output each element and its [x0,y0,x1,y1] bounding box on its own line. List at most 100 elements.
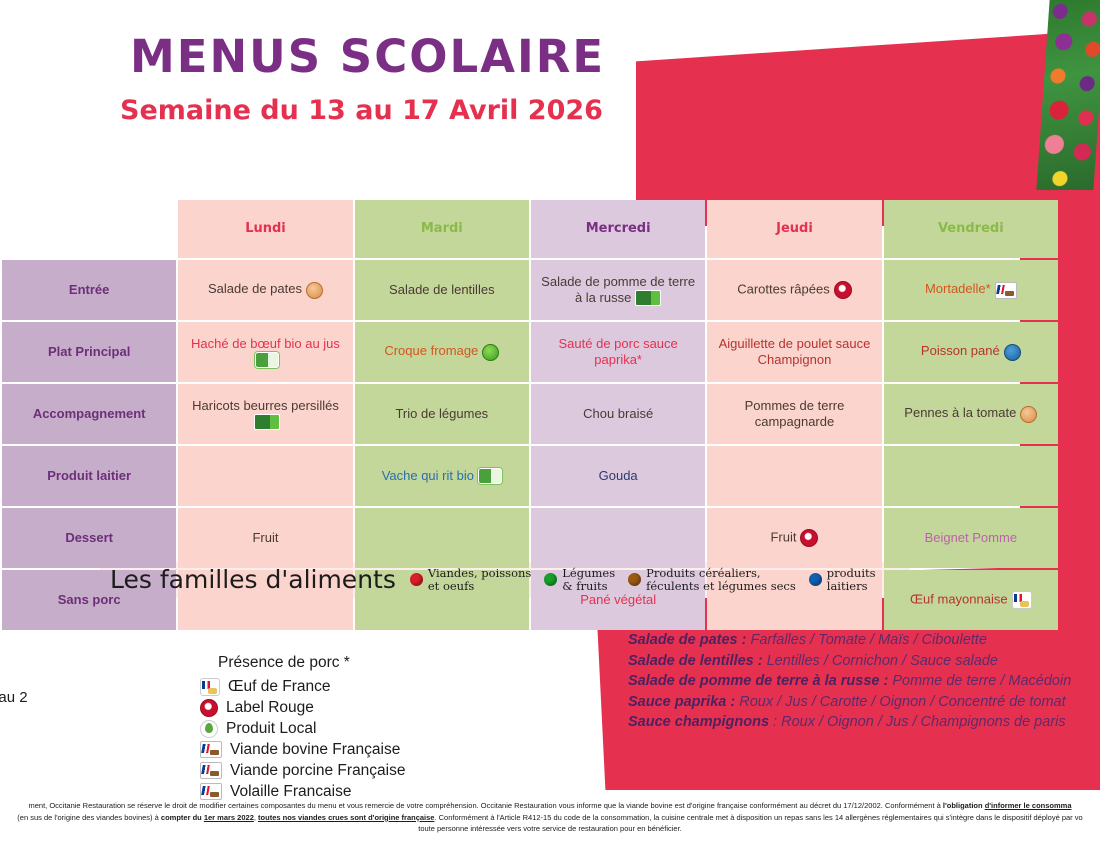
menu-item-label: Aiguillette de poulet sauce Champignon [718,336,871,367]
origin-legend-item: Œuf de France [200,676,406,697]
legend-left-line: onnementale [0,731,28,753]
tulip-photo-decoration [1036,0,1100,190]
recipe-name: Salade de pates : [628,632,747,648]
menu-cell-vendredi-1: Mortadelle* [883,260,1058,320]
table-row: Entrée Salade de pates Salade de lentilles… [2,260,1058,320]
menu-cell-vendredi-6: Œuf mayonnaise [883,570,1058,630]
legend-left-line: ne protégée [0,665,28,687]
menu-item-label: Œuf mayonnaise [910,591,1008,607]
row-header-entr-e: Entrée [2,260,177,320]
menu-cell-lundi-3: Haricots beurres persillés [178,384,353,444]
menu-item-label: Salade de lentilles [389,282,495,298]
menu-cell-mardi-6 [354,570,529,630]
menu-cell-jeudi-5: Fruit [707,508,882,568]
family-color-dot-icon [544,573,558,586]
recipe-ingredients: : Roux / Oignon / Jus / Champignons de p… [769,714,1066,731]
veg-badge-icon [482,343,500,361]
recipe-name: Sauce champignons [628,714,770,731]
menu-cell-jeudi-1: Carottes râpées [707,260,882,320]
menu-item-label: Fruit [770,529,797,545]
egg-france-icon [200,677,220,696]
menu-item-label: Poisson pané [920,343,1000,359]
recipe-ingredients: Lentilles / Cornichon / Sauce salade [762,652,998,669]
recipe-name: Salade de pomme de terre à la russe : [628,673,889,690]
table-corner-cell [2,200,176,258]
origin-legend-label: Produit Local [226,719,317,737]
family-legend-label: Viandes, poissons et oeufs [427,565,532,593]
menu-item-label: Sauté de porc sauce paprika* [558,336,678,367]
menu-cell-lundi-5: Fruit [178,508,353,568]
table-header-row: Lundi Mardi Mercredi Jeudi Vendredi [2,200,1058,258]
footer-line-1: ment, Occitanie Restauration se réserve … [28,801,1072,810]
menu-cell-jeudi-3: Pommes de terre campagnarde [707,384,882,444]
food-families-legend: Les familles d'aliments Viandes, poisson… [110,565,876,594]
family-legend-item: Produits céréaliers, féculents et légume… [628,565,796,593]
bio-eu-badge-icon [635,290,662,307]
column-header-mardi: Mardi [354,200,529,258]
menu-cell-mercredi-3: Chou braisé [530,384,706,444]
cereal-badge-icon [305,281,323,299]
footer-line-2: (en sus de l'origine des viandes bovines… [17,812,1083,822]
menu-cell-mardi-1: Salade de lentilles [354,260,529,320]
menu-item-label: Salade de pomme de terre à la russe [541,273,696,305]
row-header-dessert: Dessert [2,508,177,568]
recipe-name: Sauce paprika : [628,693,736,710]
row-header-sans-porc: Sans porc [2,570,177,630]
column-header-vendredi: Vendredi [883,200,1058,258]
menu-cell-mardi-4: Vache qui rit bio [354,446,529,506]
menu-item-label: Croque fromage [384,343,479,359]
row-header-accompagnement: Accompagnement [2,384,177,444]
origin-legend-item: Viande porcine Française [200,760,406,781]
table-row: Sans porc Pané végétal Œuf mayonnaise [2,570,1058,630]
menu-item-label: Vache qui rit bio [381,467,474,483]
menu-cell-jeudi-4 [707,446,882,506]
family-color-dot-icon [808,573,822,586]
column-header-mercredi: Mercredi [530,200,706,258]
origin-legend-item: Produit Local [200,718,406,739]
menu-item-label: Salade de pates [208,281,302,297]
menu-item-label: Trio de légumes [395,406,489,422]
table-row: Plat Principal Haché de bœuf bio au jus Cr… [2,322,1058,382]
origin-legend-label: Viande porcine Française [230,761,406,779]
family-color-dot-icon [628,573,642,586]
legend-left-line [0,753,28,775]
recipe-name: Salade de lentilles : [628,652,763,669]
menu-cell-mardi-5 [354,508,529,568]
bio-badge-icon [255,352,280,369]
egg-france-icon [1011,591,1032,609]
label-rouge-icon [833,281,852,299]
origin-legend-label: Œuf de France [228,677,331,695]
menu-cell-lundi-4 [178,446,353,506]
menu-cell-vendredi-5: Beignet Pomme [883,508,1058,568]
origin-legend-label: Volaille Francaise [230,782,352,800]
menu-item-label: Carottes râpées [737,281,830,297]
menu-cell-jeudi-2: Aiguillette de poulet sauce Champignon [707,322,882,382]
french-pork-flag-icon [200,762,222,779]
bio-badge-icon [477,468,502,485]
menu-item-label: Haricots beurres persillés [192,397,339,413]
menu-cell-mercredi-6: Pané végétal [530,570,706,630]
footer-line-3: toute personne intéressée vers votre ser… [418,824,682,834]
recipe-line: Salade de pates : Farfalles / Tomate / M… [628,630,1100,651]
table-row: Produit laitier Vache qui rit bio Gouda [2,446,1058,506]
menu-cell-lundi-1: Salade de pates [178,260,353,320]
origin-legend-item: Label Rouge [200,697,406,718]
family-color-dot-icon [409,573,423,586]
menu-item-label: Haché de bœuf bio au jus [191,335,340,351]
row-header-plat-principal: Plat Principal [2,322,177,382]
menu-cell-mercredi-4: Gouda [530,446,706,506]
menu-cell-vendredi-2: Poisson pané [883,322,1058,382]
menu-cell-mardi-2: Croque fromage [354,322,529,382]
origin-legend: Présence de porc * Œuf de France Label Ro… [200,652,406,802]
menu-cell-jeudi-6 [707,570,882,630]
footer-disclaimer: ment, Occitanie Restauration se réserve … [0,800,1100,835]
label-legend-left-clipped: ne protégéeonnementale niveau 2 de saison… [0,665,28,796]
page-title: MENUS SCOLAIRE [130,30,606,83]
menu-item-label: Pennes à la tomate [904,405,1017,421]
menu-item-label: Mortadelle* [924,281,991,297]
family-legend-item: Légumes & fruits [544,566,615,593]
table-row: Dessert Fruit Fruit Beignet Pomme [2,508,1058,568]
menu-cell-mercredi-1: Salade de pomme de terre à la russe [530,260,706,320]
family-legend-label: Produits céréaliers, féculents et légume… [646,565,796,593]
menu-item-label: Gouda [598,468,638,484]
